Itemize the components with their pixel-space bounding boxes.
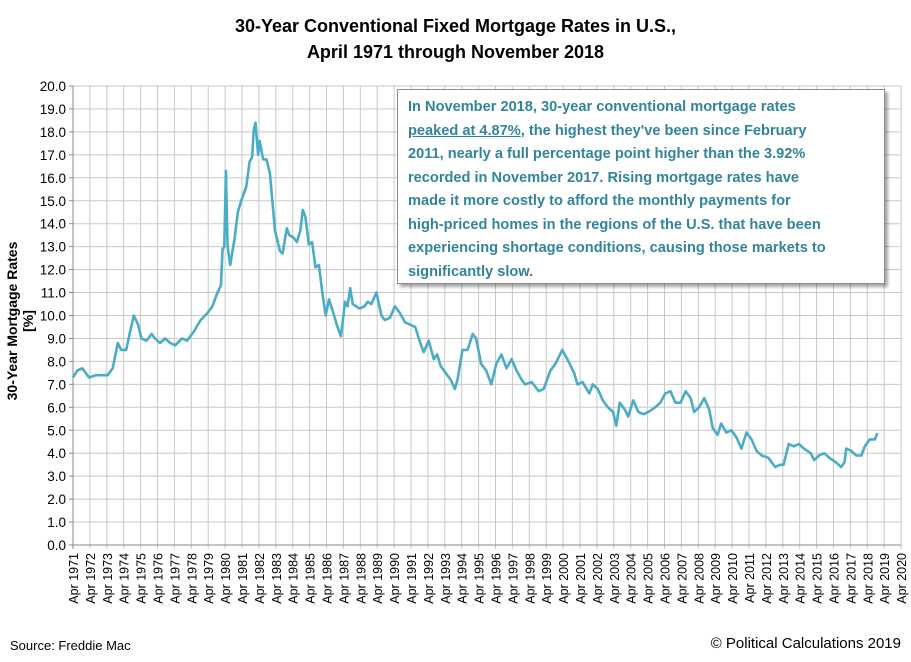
chart-title: 30-Year Conventional Fixed Mortgage Rate…	[234, 16, 677, 36]
x-tick-label: Apr 2011	[743, 553, 757, 603]
y-tick-label: 4.0	[47, 446, 66, 461]
x-tick-label: Apr 1974	[118, 553, 132, 604]
y-tick-label: 14.0	[40, 217, 66, 232]
x-tick-label: Apr 2001	[574, 553, 588, 604]
x-tick-label: Apr 1998	[523, 553, 537, 604]
y-tick-label: 10.0	[40, 309, 66, 324]
x-tick-label: Apr 2002	[591, 553, 605, 604]
x-tick-label: Apr 2014	[794, 553, 808, 604]
y-tick-label: 0.0	[47, 538, 66, 553]
x-tick-label: Apr 2003	[608, 553, 622, 604]
x-tick-label: Apr 1987	[337, 553, 351, 604]
y-tick-label: 12.0	[40, 263, 66, 278]
x-tick-label: Apr 1978	[185, 553, 199, 604]
x-tick-label: Apr 1976	[152, 553, 166, 604]
y-tick-label: 17.0	[40, 148, 66, 163]
annotation-line-rest: , the highest they've been since Februar…	[520, 122, 807, 139]
x-tick-label: Apr 1994	[456, 553, 470, 604]
x-tick-label: Apr 1991	[405, 553, 419, 604]
x-tick-label: Apr 2016	[828, 553, 842, 604]
x-tick-label: Apr 1971	[67, 553, 81, 604]
x-tick-label: Apr 2017	[844, 553, 858, 604]
x-tick-label: Apr 2007	[675, 553, 689, 604]
y-tick-label: 5.0	[47, 423, 66, 438]
y-tick-label: 13.0	[40, 240, 66, 255]
x-tick-label: Apr 1981	[236, 553, 250, 604]
x-tick-label: Apr 1993	[439, 553, 453, 604]
annotation-line: significantly slow.	[408, 263, 534, 280]
annotation-line: made it more costly to afford the monthl…	[408, 193, 791, 209]
source-note: Source: Freddie Mac	[10, 638, 131, 653]
x-tick-label: Apr 2004	[625, 553, 639, 604]
x-tick-label: Apr 1977	[168, 553, 182, 604]
y-tick-label: 16.0	[40, 171, 66, 186]
annotation-highlight: peaked at 4.87%	[408, 122, 521, 139]
x-tick-label: Apr 1973	[101, 553, 115, 604]
annotation-line: experiencing shortage conditions, causin…	[408, 240, 826, 256]
x-tick-label: Apr 1992	[422, 553, 436, 604]
mortgage-rate-line	[71, 121, 879, 469]
y-tick-label: 1.0	[47, 515, 66, 530]
x-tick-label: Apr 1997	[506, 553, 520, 604]
x-tick-label: Apr 1985	[304, 553, 318, 604]
y-tick-label: 3.0	[47, 469, 66, 484]
x-tick-label: Apr 1983	[270, 553, 284, 604]
x-tick-label: Apr 2008	[692, 553, 706, 604]
x-tick-label: Apr 1995	[473, 553, 487, 604]
x-tick-label: Apr 1999	[540, 553, 554, 604]
x-tick-label: Apr 2020	[895, 553, 909, 604]
x-tick-label: Apr 1979	[202, 553, 216, 604]
annotation-line: high-priced homes in the regions of the …	[408, 216, 821, 233]
x-tick-label: Apr 2018	[861, 553, 875, 604]
y-tick-label: 19.0	[40, 102, 66, 117]
x-tick-label: Apr 2009	[709, 553, 723, 604]
x-tick-label: Apr 2010	[726, 553, 740, 604]
x-tick-label: Apr 1996	[490, 553, 504, 604]
y-tick-label: 9.0	[47, 331, 66, 346]
annotation-box: In November 2018, 30-year conventional m…	[397, 89, 885, 284]
y-tick-label: 7.0	[47, 377, 66, 392]
y-tick-label: 8.0	[47, 354, 66, 369]
x-tick-label: Apr 2000	[557, 553, 571, 604]
x-tick-label: Apr 2005	[642, 553, 656, 604]
x-tick-label: Apr 1980	[219, 553, 233, 604]
x-tick-label: Apr 1986	[321, 553, 335, 604]
annotation-line: In November 2018, 30-year conventional m…	[408, 99, 796, 115]
copyright-note: © Political Calculations 2019	[710, 635, 901, 652]
x-tick-label: Apr 2006	[659, 553, 673, 604]
y-tick-label: 20.0	[40, 79, 66, 94]
annotation-line: 2011, nearly a full percentage point hig…	[408, 146, 806, 162]
x-tick-label: Apr 2012	[760, 553, 774, 604]
x-tick-label: Apr 2013	[777, 553, 791, 604]
y-tick-label: 11.0	[41, 286, 66, 301]
x-tick-label: Apr 2015	[811, 553, 825, 604]
chart-subtitle: April 1971 through November 2018	[306, 42, 605, 62]
annotation-line: recorded in November 2017. Rising mortga…	[408, 169, 799, 186]
x-tick-label: Apr 1988	[354, 553, 368, 604]
x-tick-label: Apr 1984	[287, 553, 301, 604]
x-tick-label: Apr 1982	[253, 553, 267, 604]
y-tick-label: 6.0	[47, 400, 66, 415]
x-tick-label: Apr 1990	[388, 553, 402, 604]
y-tick-label: 15.0	[40, 194, 66, 209]
y-tick-label: 2.0	[47, 492, 66, 507]
annotation-line: peaked at 4.87%, the highest they've bee…	[408, 120, 874, 144]
y-tick-label: 18.0	[40, 125, 66, 140]
x-tick-label: Apr 1972	[84, 553, 98, 604]
y-axis-label: 30-Year Mortgage Rates [%]	[4, 241, 36, 401]
x-tick-label: Apr 1989	[371, 553, 385, 604]
x-tick-label: Apr 1975	[135, 553, 149, 604]
x-tick-label: Apr 2019	[878, 553, 892, 604]
